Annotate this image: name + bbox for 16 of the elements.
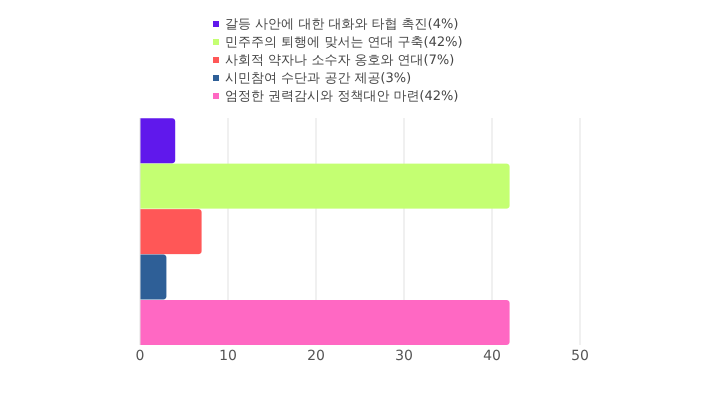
- legend-label: 갈등 사안에 대한 대화와 타협 촉진(4%): [225, 17, 458, 32]
- legend-label: 사회적 약자나 소수자 옹호와 연대(7%): [225, 53, 454, 68]
- bar: [140, 254, 166, 300]
- x-tick-label: 50: [571, 348, 589, 364]
- legend-label: 엄정한 권력감시와 정책대안 마련(42%): [225, 89, 458, 104]
- x-tick-label: 10: [219, 348, 237, 364]
- legend-label: 시민참여 수단과 공간 제공(3%): [225, 71, 412, 86]
- x-tick-label: 20: [307, 348, 325, 364]
- x-tick-label: 30: [395, 348, 413, 364]
- x-tick-label: 40: [483, 348, 501, 364]
- legend-label: 민주주의 퇴행에 맞서는 연대 구축(42%): [225, 35, 463, 50]
- x-tick-label: 0: [136, 348, 144, 364]
- bar: [140, 300, 510, 345]
- bar: [140, 164, 510, 209]
- bar: [140, 209, 202, 254]
- bar: [140, 118, 176, 164]
